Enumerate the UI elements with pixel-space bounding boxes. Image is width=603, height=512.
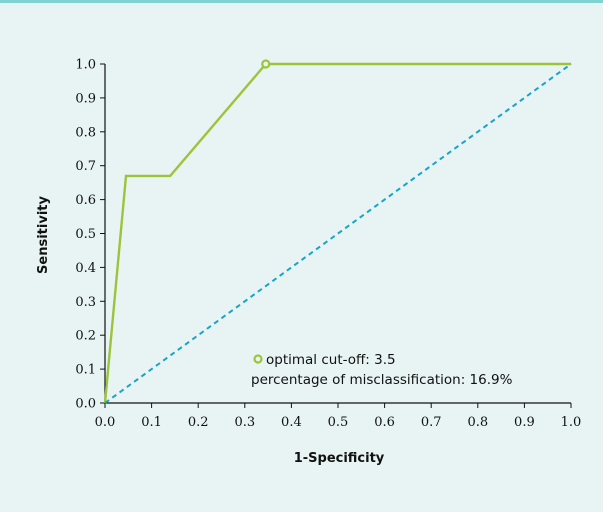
x-tick-label: 0.0 [95,415,116,430]
legend-line-2: percentage of misclassification: 16.9% [251,372,513,388]
y-tick-label: 0.6 [75,193,96,208]
x-axis-title: 1-Specificity [294,451,385,466]
top-rule [0,0,603,3]
y-axis-title: Sensitivity [36,196,51,274]
optimal-cutoff-point [261,59,271,69]
y-tick-label: 0.8 [75,125,96,140]
x-tick-label: 0.1 [141,415,162,430]
y-tick-label: 0.4 [75,261,96,276]
x-tick-label: 1.0 [561,415,582,430]
y-tick-label: 0.2 [75,329,96,344]
reference-diagonal-line [104,63,572,404]
y-tick-label: 0.5 [75,227,96,242]
y-tick-label: 1.0 [75,58,96,73]
y-tick-label: 0.7 [75,159,96,174]
x-tick-label: 0.8 [467,415,488,430]
x-tick-label: 0.9 [514,415,535,430]
x-tick-label: 0.7 [421,415,442,430]
y-tick-label: 0.0 [75,397,96,412]
x-tick-label: 0.6 [374,415,395,430]
legend-marker-icon [253,354,263,364]
legend-line-1: optimal cut-off: 3.5 [266,352,396,368]
series-layer [103,62,572,404]
y-ticks: 0.0 0.1 0.2 0.3 0.4 0.5 0.6 0.7 0.8 0.9 1.0 [75,58,105,412]
x-tick-label: 0.4 [281,415,302,430]
x-ticks: 0.0 0.1 0.2 0.3 0.4 0.5 0.6 0.7 0.8 0.9 1.0 [95,403,582,430]
y-tick-label: 0.9 [75,91,96,106]
roc-curve-line [103,62,571,404]
y-tick-label: 0.3 [75,295,96,310]
x-tick-label: 0.5 [328,415,349,430]
y-tick-label: 0.1 [75,363,96,378]
legend: optimal cut-off: 3.5 percentage of miscl… [251,352,513,388]
x-tick-label: 0.2 [188,415,209,430]
x-tick-label: 0.3 [234,415,255,430]
marker-layer [261,59,271,69]
